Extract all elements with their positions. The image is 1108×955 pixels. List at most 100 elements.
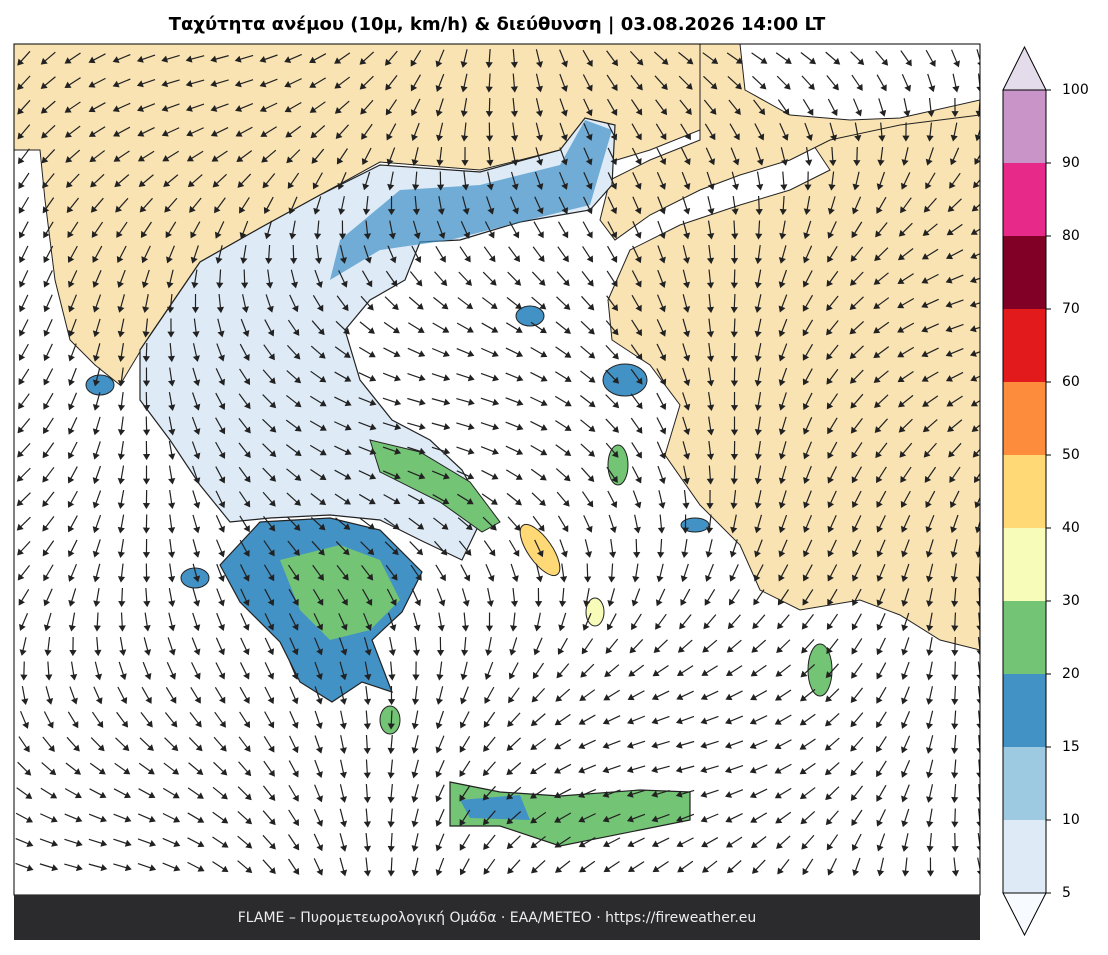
- wind-arrow: [754, 441, 762, 461]
- wind-arrow: [435, 564, 446, 582]
- wind-arrow: [363, 832, 372, 853]
- wind-arrow: [436, 588, 446, 607]
- wind-arrow: [676, 665, 694, 676]
- wind-arrow: [655, 99, 668, 116]
- wind-arrow: [235, 126, 253, 137]
- wind-arrow: [554, 763, 572, 774]
- wind-arrow: [778, 318, 788, 337]
- wind-arrow: [431, 446, 451, 455]
- wind-arrow: [754, 465, 762, 485]
- colorbar-segment: [1003, 455, 1046, 528]
- wind-arrow: [901, 612, 910, 632]
- wind-arrow: [582, 246, 594, 263]
- wind-arrow: [363, 220, 372, 240]
- wind-arrow: [382, 470, 401, 480]
- wind-arrow: [876, 539, 886, 558]
- wind-arrow: [412, 220, 421, 240]
- colorbar-tick-label: 15: [1062, 739, 1080, 755]
- wind-arrow: [433, 296, 449, 310]
- wind-arrow: [117, 269, 126, 288]
- wind-arrow: [117, 563, 126, 583]
- wind-arrow: [115, 197, 129, 213]
- wind-arrow: [167, 342, 175, 363]
- wind-arrow: [749, 739, 768, 749]
- wind-arrow: [901, 808, 910, 828]
- wind-arrow: [435, 760, 445, 778]
- footer-bar: [14, 895, 980, 940]
- wind-arrow: [456, 422, 475, 431]
- wind-arrow: [313, 809, 323, 827]
- wind-arrow: [507, 859, 521, 875]
- wind-arrow: [580, 443, 595, 457]
- wind-arrow: [507, 516, 521, 532]
- wind-arrow: [827, 858, 837, 876]
- wind-arrow: [436, 146, 444, 167]
- wind-arrow: [952, 73, 960, 93]
- wind-arrow: [215, 515, 226, 533]
- wind-arrow: [407, 397, 426, 406]
- wind-arrow: [92, 539, 101, 558]
- wind-arrow: [921, 248, 939, 260]
- wind-arrow: [926, 686, 934, 705]
- wind-arrow: [581, 270, 594, 287]
- wind-arrow: [238, 466, 251, 483]
- wind-arrow: [707, 220, 715, 240]
- wind-arrow: [481, 469, 499, 480]
- wind-arrow: [947, 198, 962, 213]
- wind-arrow: [530, 811, 547, 824]
- wind-arrow: [754, 539, 763, 558]
- wind-arrow: [802, 270, 813, 288]
- wind-arrow: [142, 661, 152, 680]
- wind-arrow: [530, 321, 547, 334]
- wind-arrow: [338, 220, 347, 240]
- wind-arrow: [309, 101, 326, 113]
- wind-arrow: [629, 639, 644, 654]
- wind-arrow: [556, 296, 571, 311]
- wind-arrow: [456, 397, 475, 406]
- wind-arrow: [265, 269, 274, 289]
- wind-arrow: [363, 857, 372, 877]
- wind-arrow: [632, 563, 640, 583]
- wind-arrow: [726, 639, 742, 653]
- wind-arrow: [43, 564, 54, 582]
- wind-arrow: [485, 564, 495, 582]
- wind-arrow: [656, 392, 667, 410]
- wind-arrow: [386, 123, 397, 141]
- wind-arrow: [876, 662, 887, 680]
- wind-arrow: [951, 97, 959, 118]
- wind-arrow: [262, 491, 276, 507]
- wind-arrow: [168, 588, 176, 607]
- colorbar-segment: [1003, 382, 1046, 455]
- wind-arrow: [287, 319, 300, 336]
- wind-arrow: [554, 738, 572, 750]
- wind-arrow: [556, 271, 570, 287]
- wind-arrow: [676, 813, 695, 823]
- wind-arrow: [778, 465, 787, 485]
- wind-arrow: [680, 563, 689, 583]
- wind-arrow: [460, 73, 468, 93]
- wind-arrow: [19, 612, 29, 631]
- wind-arrow: [17, 124, 31, 140]
- wind-arrow: [850, 761, 864, 777]
- wind-arrow: [264, 220, 273, 240]
- wind-arrow: [69, 686, 78, 705]
- wind-arrow: [411, 588, 422, 607]
- colorbar-tick-label: 60: [1062, 374, 1080, 390]
- wind-arrow: [582, 49, 593, 67]
- wind-arrow: [460, 686, 469, 705]
- wind-arrow: [339, 245, 347, 264]
- wind-arrow: [161, 54, 180, 63]
- wind-arrow: [90, 197, 104, 213]
- wind-arrow: [289, 711, 299, 729]
- wind-arrow: [531, 271, 546, 286]
- wind-arrow: [363, 710, 371, 730]
- wind-arrow: [114, 174, 130, 188]
- wind-arrow: [263, 196, 274, 214]
- wind-arrow: [192, 612, 201, 632]
- wind-arrow: [334, 493, 351, 505]
- wind-arrow: [260, 126, 277, 137]
- wind-arrow: [675, 740, 695, 749]
- wind-arrow: [779, 220, 787, 240]
- wind-arrow: [704, 123, 716, 141]
- wind-arrow: [161, 103, 180, 112]
